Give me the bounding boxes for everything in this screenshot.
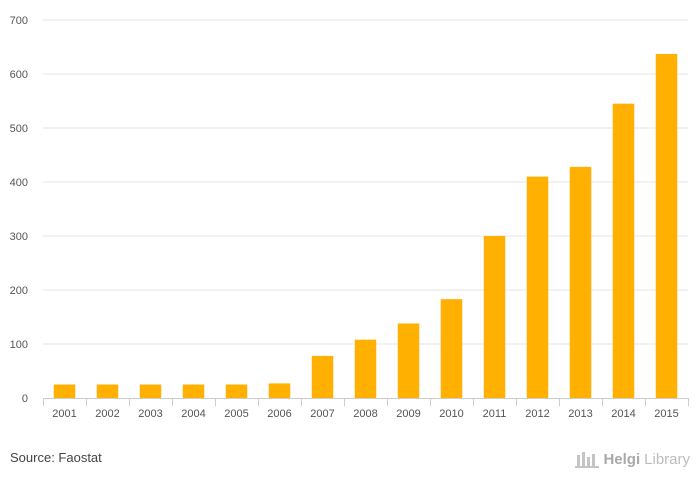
bar-2007 bbox=[311, 355, 334, 398]
bar-2015 bbox=[655, 54, 678, 399]
axes bbox=[43, 398, 689, 406]
bar-2001 bbox=[53, 384, 76, 398]
grid-lines bbox=[43, 19, 688, 345]
bar-2006 bbox=[268, 383, 291, 398]
brand-name-part2: Library bbox=[644, 450, 690, 468]
x-tick-label-2004: 2004 bbox=[181, 408, 205, 420]
source-note: Source: Faostat bbox=[10, 450, 102, 465]
bar-2010 bbox=[440, 299, 463, 398]
bar-2008 bbox=[354, 339, 377, 398]
x-tick-label-2013: 2013 bbox=[568, 408, 592, 420]
x-tick-label-2005: 2005 bbox=[224, 408, 248, 420]
bar-2005 bbox=[225, 384, 248, 398]
x-tick-label-2015: 2015 bbox=[654, 408, 678, 420]
y-tick-label-100: 100 bbox=[10, 339, 28, 351]
x-tick-label-2001: 2001 bbox=[52, 408, 76, 420]
x-tick-label-2008: 2008 bbox=[353, 408, 377, 420]
x-tick-label-2006: 2006 bbox=[267, 408, 291, 420]
library-logo-icon bbox=[575, 452, 600, 468]
y-tick-label-500: 500 bbox=[10, 123, 28, 135]
bar-2004 bbox=[182, 384, 205, 398]
y-tick-label-0: 0 bbox=[22, 393, 28, 405]
x-tick-label-2009: 2009 bbox=[396, 408, 420, 420]
x-tick-label-2010: 2010 bbox=[439, 408, 463, 420]
helgi-library-logo: Helgi Library bbox=[575, 448, 690, 470]
x-tick-label-2002: 2002 bbox=[95, 408, 119, 420]
x-tick-label-2003: 2003 bbox=[138, 408, 162, 420]
y-tick-label-400: 400 bbox=[10, 177, 28, 189]
x-tick-label-2012: 2012 bbox=[525, 408, 549, 420]
y-tick-label-700: 700 bbox=[10, 15, 28, 27]
x-tick-label-2011: 2011 bbox=[483, 408, 507, 420]
bar-2012 bbox=[526, 176, 549, 398]
brand-name-part1: Helgi bbox=[603, 450, 641, 468]
x-tick-label-2007: 2007 bbox=[310, 408, 334, 420]
bar-2003 bbox=[139, 384, 162, 398]
bars bbox=[53, 54, 678, 399]
y-tick-label-600: 600 bbox=[10, 69, 28, 81]
bar-2013 bbox=[569, 166, 592, 398]
bar-2014 bbox=[612, 103, 635, 398]
y-tick-label-300: 300 bbox=[10, 231, 28, 243]
bar-2002 bbox=[96, 384, 119, 398]
x-tick-label-2014: 2014 bbox=[611, 408, 635, 420]
bar-2011 bbox=[483, 236, 506, 398]
bar-2009 bbox=[397, 323, 420, 398]
y-tick-label-200: 200 bbox=[10, 285, 28, 297]
tick-labels: 0 100 200 300 400 500 600 700 2001 2002 2003 2004 20… bbox=[10, 15, 679, 420]
